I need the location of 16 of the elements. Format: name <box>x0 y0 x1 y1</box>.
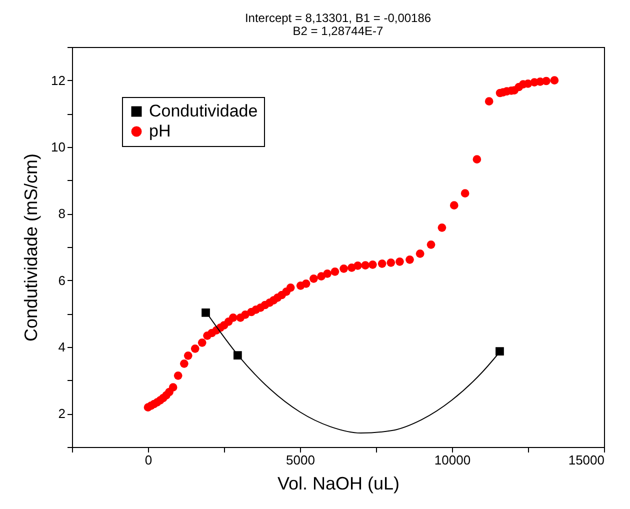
chart-subtitle: B2 = 1,28744E-7 <box>292 24 384 38</box>
x-axis-title: Vol. NaOH (uL) <box>277 474 400 494</box>
legend-label: pH <box>149 122 171 140</box>
chart-title: Intercept = 8,13301, B1 = -0,00186 <box>244 11 432 25</box>
y-tick-label: 2 <box>58 406 66 422</box>
x-tick-label: 10000 <box>434 452 471 468</box>
y-tick-label: 6 <box>58 272 66 288</box>
x-tick-label: 15000 <box>568 452 604 468</box>
x-tick-label: 5000 <box>286 452 315 468</box>
legend-label: Condutividade <box>149 102 258 120</box>
y-axis-title: Condutividade (mS/cm) <box>21 153 42 342</box>
y-tick-label: 12 <box>51 72 66 88</box>
y-tick-label: 8 <box>58 206 66 222</box>
y-tick-label: 4 <box>58 340 66 354</box>
x-tick-label: 0 <box>144 452 152 468</box>
y-tick-label: 10 <box>51 140 66 154</box>
